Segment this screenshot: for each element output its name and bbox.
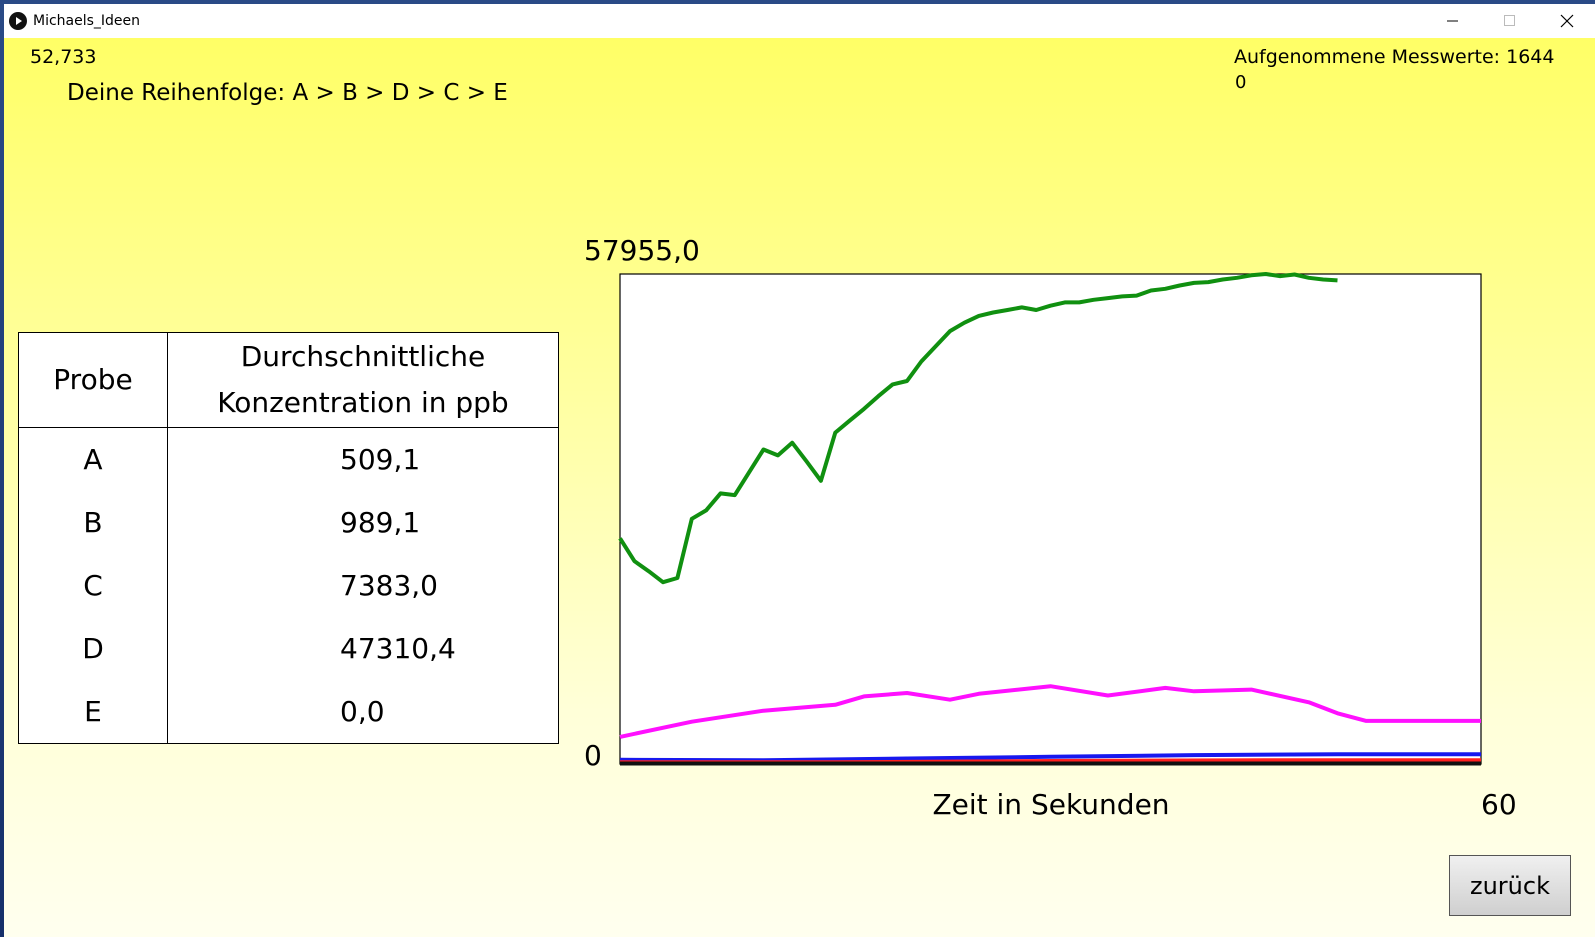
measurement-extra: 0 (1235, 72, 1247, 93)
back-button[interactable]: zurück (1449, 855, 1571, 916)
header-concentration: Durchschnittliche Konzentration in ppb (167, 332, 559, 428)
series-layer (618, 272, 1481, 766)
window-title: Michaels_Ideen (33, 13, 141, 29)
y-min-label: 0 (584, 739, 602, 772)
series-line-1 (619, 684, 1481, 739)
y-max-label: 57955,0 (584, 234, 700, 267)
concentration-chart: 57955,0 0 Zeit in Sekunden 60 (584, 234, 1517, 821)
app-content: 52,733 Deine Reihenfolge: A > B > D > C … (4, 38, 1595, 937)
maximize-icon (1503, 15, 1515, 26)
results-table: Probe Durchschnittliche Konzentration in… (18, 332, 559, 744)
value-cell: 7383,0 (167, 554, 559, 617)
measurement-count: Aufgenommene Messwerte: 1644 (1234, 46, 1555, 68)
app-window: Michaels_Ideen 52,733 Deine Reihenfolge:… (4, 4, 1595, 937)
header-concentration-line1: Durchschnittliche (240, 340, 486, 373)
probe-cell: E (18, 680, 168, 744)
series-line-0 (618, 272, 1338, 585)
header-probe: Probe (18, 332, 168, 428)
close-button[interactable] (1538, 4, 1595, 38)
probe-cell: A (18, 427, 168, 491)
series-line-2 (619, 752, 1481, 763)
x-axis-label: Zeit in Sekunden (932, 788, 1169, 821)
table-row: E 0,0 (18, 680, 559, 744)
table-row: C 7383,0 (18, 554, 559, 617)
table-header-row: Probe Durchschnittliche Konzentration in… (18, 332, 559, 428)
title-bar: Michaels_Ideen (4, 4, 1595, 38)
value-cell: 989,1 (167, 491, 559, 554)
value-cell: 0,0 (167, 680, 559, 744)
header-concentration-line2: Konzentration in ppb (217, 386, 509, 419)
app-icon (9, 12, 27, 30)
probe-cell: B (18, 491, 168, 554)
table-row: B 989,1 (18, 491, 559, 554)
table-row: D 47310,4 (18, 617, 559, 680)
probe-cell: D (18, 617, 168, 680)
maximize-button[interactable] (1481, 4, 1538, 38)
probe-cell: C (18, 554, 168, 617)
minimize-button[interactable] (1424, 4, 1481, 38)
timer-readout: 52,733 (30, 46, 97, 68)
order-text: Deine Reihenfolge: A > B > D > C > E (67, 80, 508, 106)
window-controls (1424, 4, 1595, 38)
x-max-label: 60 (1481, 788, 1517, 821)
value-cell: 509,1 (167, 427, 559, 491)
table-row: A 509,1 (18, 427, 559, 491)
minimize-icon (1446, 20, 1458, 22)
value-cell: 47310,4 (167, 617, 559, 680)
close-icon (1560, 14, 1573, 28)
plot-area (619, 273, 1482, 765)
